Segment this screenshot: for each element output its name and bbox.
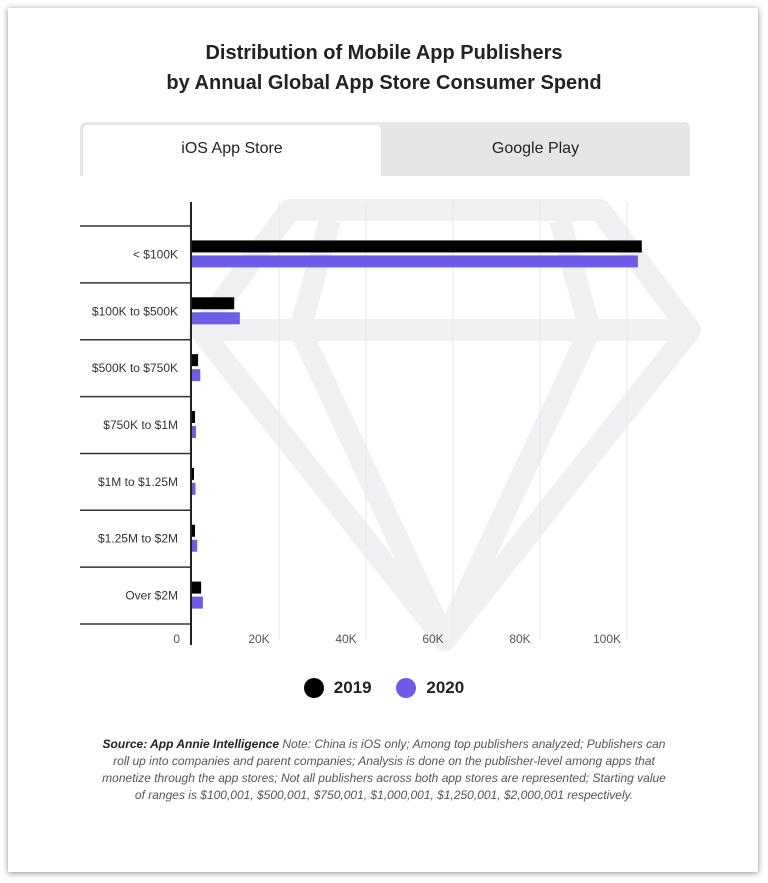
- category-label: $100K to $500K: [92, 304, 178, 318]
- x-tick-label: 100K: [593, 632, 621, 646]
- chart-title: Distribution of Mobile App Publishers by…: [0, 38, 768, 98]
- bar-2019: [192, 354, 199, 367]
- bar-2019: [192, 524, 196, 537]
- bar-2020: [192, 426, 196, 439]
- title-line-1: Distribution of Mobile App Publishers: [205, 42, 563, 64]
- bar-2019: [192, 467, 194, 480]
- diamond-watermark: [189, 199, 701, 651]
- bar-2019: [192, 297, 235, 310]
- legend-item-2020: 2020: [396, 678, 464, 698]
- footnote-source: Source: App Annie Intelligence: [102, 737, 280, 751]
- x-tick-label: 80K: [509, 632, 530, 646]
- legend-label-2020: 2020: [426, 678, 465, 697]
- category-label: $1M to $1.25M: [98, 475, 178, 489]
- footnote-note: Note: China is iOS only; Among top publi…: [102, 737, 666, 802]
- x-tick-label: 20K: [248, 632, 269, 646]
- legend-swatch-2019: [303, 678, 324, 698]
- title-line-2: by Annual Global App Store Consumer Spen…: [166, 72, 602, 94]
- category-label: $1.25M to $2M: [98, 532, 178, 546]
- bar-2019: [192, 240, 642, 253]
- legend-item-2019: 2019: [303, 678, 372, 698]
- category-label: $500K to $750K: [92, 361, 178, 375]
- x-tick-label: 60K: [422, 632, 443, 646]
- category-label: Over $2M: [125, 589, 178, 603]
- legend-swatch-2020: [396, 678, 417, 698]
- category-label: < $100K: [133, 247, 178, 261]
- legend: 2019 2020: [0, 678, 768, 703]
- category-label: $750K to $1M: [103, 418, 178, 432]
- tab-google-play[interactable]: Google Play: [491, 140, 580, 157]
- bar-2020: [192, 482, 196, 495]
- tab-ios-app-store[interactable]: iOS App Store: [83, 125, 381, 176]
- bar-2019: [192, 581, 202, 594]
- store-tabs: iOS App Store Google Play: [80, 122, 690, 176]
- footnote: Source: App Annie Intelligence Note: Chi…: [100, 736, 668, 804]
- legend-label-2019: 2019: [333, 678, 372, 697]
- bar-2019: [192, 411, 196, 424]
- bar-2020: [192, 539, 198, 552]
- bar-2020: [192, 369, 201, 382]
- bar-2020: [192, 312, 240, 325]
- x-tick-label: 40K: [335, 632, 356, 646]
- bar-2020: [192, 255, 638, 268]
- bar-2020: [192, 596, 203, 609]
- x-tick-label: 0: [173, 632, 180, 646]
